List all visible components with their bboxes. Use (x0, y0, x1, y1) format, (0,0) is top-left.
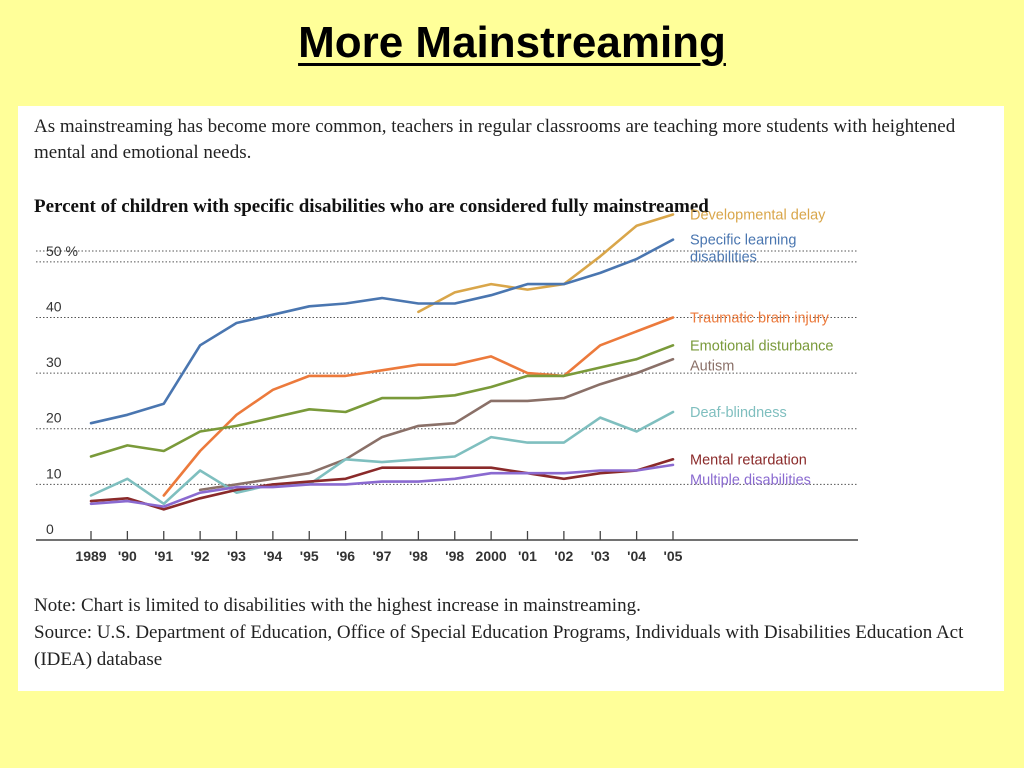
chart-title: Percent of children with specific disabi… (34, 196, 709, 217)
x-tick-label: '92 (191, 548, 210, 564)
series-line-specific-learning-disabilities (89, 238, 675, 425)
x-tick-label: '05 (664, 548, 683, 564)
line-chart: 0 10 20 30 40 50 % 1989 '90 '91 '92 '93 '94 '95 '96 '9… (36, 208, 858, 564)
y-tick-label: 0 (46, 521, 54, 537)
x-tick-label: '04 (627, 548, 646, 564)
legend-label: Emotional disturbance (690, 338, 833, 354)
intro-text: As mainstreaming has become more common,… (34, 116, 956, 163)
x-tick-label: '98 (409, 548, 428, 564)
y-tick-label: 50 % (46, 243, 78, 259)
legend-label: Specific learning (690, 233, 796, 249)
series-line-developmental-delay (417, 213, 675, 314)
legend-label: Autism (690, 358, 734, 374)
legend-label: Deaf-blindness (690, 405, 787, 421)
y-tick-label: 30 (46, 354, 62, 370)
x-tick-label: '97 (373, 548, 392, 564)
legend-label: Mental retardation (690, 452, 807, 468)
chart-panel: As mainstreaming has become more common,… (18, 106, 1004, 691)
series-line-emotional-disturbance (89, 344, 675, 458)
x-tick-label: '02 (554, 548, 573, 564)
series-line-mental-retardation (89, 458, 675, 511)
legend-label: Developmental delay (690, 208, 826, 224)
x-tick-label: '90 (118, 548, 137, 564)
series-line-deaf-blindness (89, 410, 675, 506)
chart-note: Note: Chart is limited to disabilities w… (34, 595, 641, 616)
x-tick-label: '96 (336, 548, 355, 564)
legend-label: Traumatic brain injury (690, 310, 830, 326)
series-line-traumatic-brain-injury (162, 316, 675, 497)
series-line-multiple-disabilities (89, 463, 675, 508)
legend-label: Multiple disabilities (690, 472, 811, 488)
y-tick-label: 20 (46, 410, 62, 426)
x-tick-label: '98 (445, 548, 464, 564)
chart-source: Source: U.S. Department of Education, Of… (34, 622, 964, 670)
x-tick-label: '03 (591, 548, 610, 564)
x-tick-label: 2000 (476, 548, 507, 564)
x-tick-label: '91 (154, 548, 173, 564)
x-tick-label: '94 (263, 548, 282, 564)
x-tick-label: '93 (227, 548, 246, 564)
x-tick-label: '01 (518, 548, 537, 564)
y-tick-label: 10 (46, 465, 62, 481)
y-tick-label: 40 (46, 298, 62, 314)
series-line-autism (198, 357, 675, 492)
x-tick-label: 1989 (75, 548, 106, 564)
chart-notes: Note: Chart is limited to disabilities w… (34, 592, 984, 673)
slide-title: More Mainstreaming (298, 18, 726, 67)
legend-label: disabilities (690, 250, 757, 266)
x-tick-label: '95 (300, 548, 319, 564)
